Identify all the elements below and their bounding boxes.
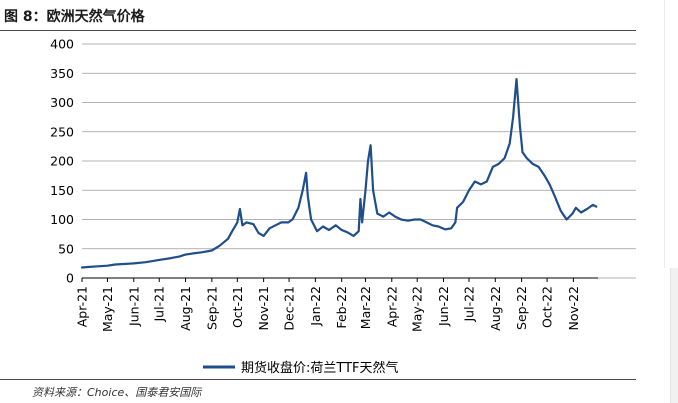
x-tick-label: Dec-21 [282, 286, 297, 331]
x-tick-label: May-22 [410, 286, 425, 332]
x-tick-label: Nov-22 [566, 286, 581, 330]
y-tick-label: 150 [50, 183, 74, 198]
y-axis-tick-labels: 0 50 100 150 200 250 300 350 400 [50, 37, 74, 286]
grid-lines [82, 43, 636, 279]
figure-title: 图 8：欧洲天然气价格 [4, 9, 145, 25]
x-tick-label: Feb-22 [334, 286, 349, 329]
x-tick-label: Nov-21 [256, 286, 271, 330]
y-tick-label: 200 [50, 154, 74, 169]
series-line-0 [80, 77, 598, 269]
y-tick-label: 50 [58, 241, 74, 256]
x-tick-label: Sep-22 [514, 286, 529, 330]
chart: 0 50 100 150 200 250 300 350 400 Apr-21 May-21 Jun… [50, 37, 636, 376]
series-layer [80, 77, 598, 269]
x-tick-label: Jun-21 [126, 286, 141, 327]
y-tick-label: 350 [50, 66, 74, 81]
window-edge [664, 0, 678, 403]
x-tick-label: Jul-22 [462, 286, 477, 323]
x-tick-label: Oct-21 [230, 286, 245, 328]
x-tick-label: Oct-22 [540, 286, 555, 328]
x-tick-label: Aug-21 [178, 286, 193, 331]
y-tick-label: 100 [50, 212, 74, 227]
y-tick-label: 250 [50, 124, 74, 139]
x-axis: Apr-21 May-21 Jun-21 Jul-21 Aug-21 Sep-21 Oct-… [75, 277, 598, 332]
x-tick-label: Apr-21 [75, 286, 90, 327]
x-tick-label: Jul-21 [152, 286, 167, 323]
top-rule [0, 30, 636, 31]
x-tick-label: Jun-22 [436, 286, 451, 327]
y-tick-label: 300 [50, 95, 74, 110]
source-note: 资料来源：Choice、国泰君安国际 [32, 386, 202, 399]
window-edge-line [664, 0, 665, 268]
scrollbar-track[interactable] [670, 268, 678, 403]
y-tick-label: 400 [50, 37, 74, 52]
x-tick-label: May-21 [100, 286, 115, 332]
legend: 期货收盘价:荷兰TTF天然气 [203, 360, 399, 376]
x-tick-label: Apr-22 [384, 286, 399, 327]
x-tick-label: Jan-22 [308, 286, 323, 327]
x-tick-label: Aug-22 [488, 286, 503, 331]
bottom-rule [0, 379, 636, 380]
x-tick-label: Sep-21 [204, 286, 219, 330]
legend-label: 期货收盘价:荷兰TTF天然气 [241, 360, 399, 376]
y-tick-label: 0 [66, 271, 74, 286]
x-tick-label: Mar-22 [358, 286, 373, 329]
